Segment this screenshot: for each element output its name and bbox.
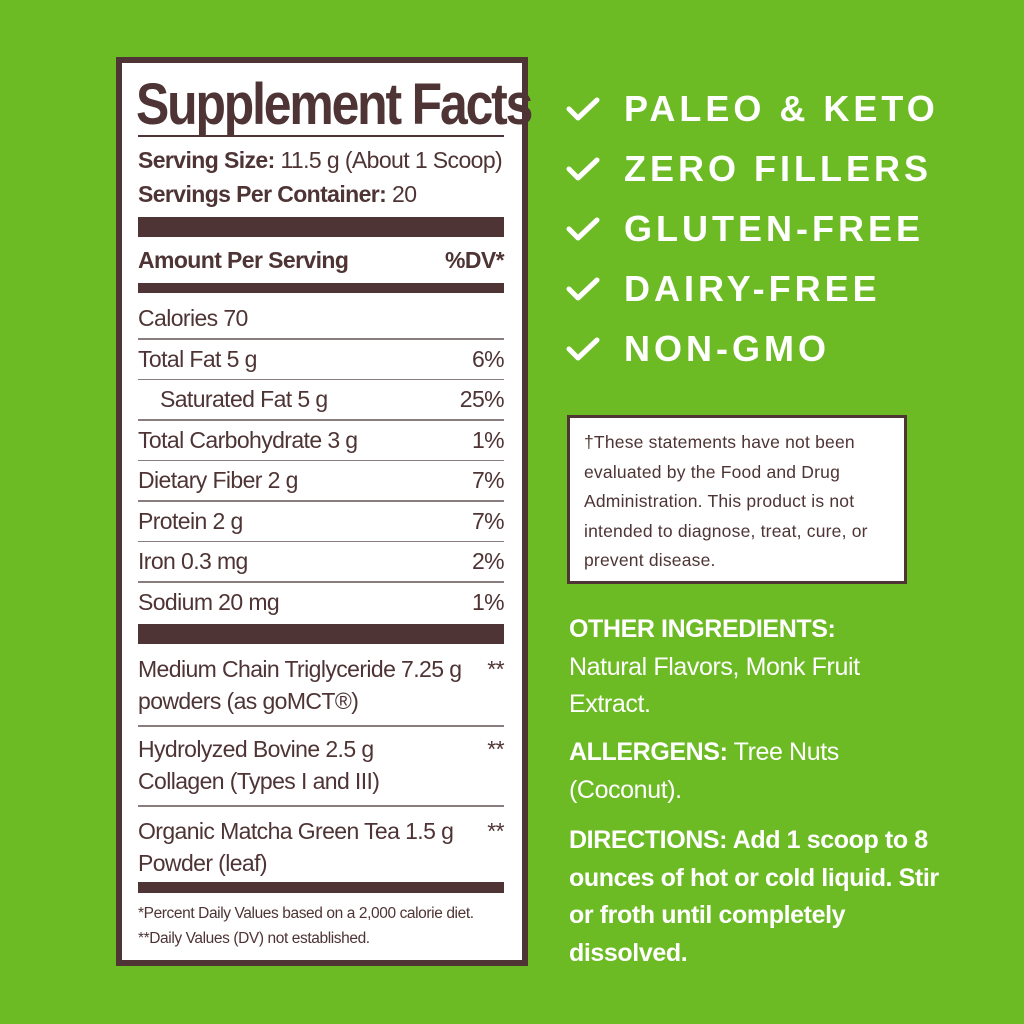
- row-divider: [138, 725, 504, 727]
- ingredient-line2: Powder (leaf): [138, 850, 268, 876]
- row-divider: [138, 338, 504, 340]
- directions: DIRECTIONS: Add 1 scoop to 8 ounces of h…: [569, 822, 939, 972]
- claim-text: DAIRY-FREE: [624, 268, 881, 309]
- claim-item: GLUTEN-FREE: [566, 208, 924, 250]
- divider: [138, 135, 504, 137]
- nutrient-row: Dietary Fiber 2 g 7%: [138, 467, 505, 494]
- row-divider: [138, 540, 504, 542]
- serving-size: Serving Size: 11.5 g (About 1 Scoop): [138, 147, 503, 174]
- nutrient-name: Saturated Fat 5 g: [160, 386, 328, 412]
- nutrient-name: Total Carbohydrate 3 g: [138, 426, 358, 453]
- amount-header-row: Amount Per Serving %DV*: [138, 247, 505, 274]
- claim-text: NON-GMO: [624, 328, 830, 369]
- servings-value: 20: [392, 181, 417, 207]
- nutrient-dv: 2%: [471, 548, 505, 574]
- ingredient-line2: Collagen (Types I and III): [138, 768, 380, 794]
- checkmark-icon: [566, 277, 600, 301]
- ingredient-row: Medium Chain Triglyceride 7.25 g powders …: [138, 653, 505, 717]
- footnote-not-established: **Daily Values (DV) not established.: [138, 930, 370, 947]
- nutrient-name: Calories 70: [138, 305, 248, 331]
- dv-header: %DV*: [445, 247, 505, 273]
- row-divider: [138, 419, 504, 421]
- claim-item: DAIRY-FREE: [566, 268, 881, 310]
- claim-item: PALEO & KETO: [566, 88, 939, 130]
- claim-text: PALEO & KETO: [624, 88, 939, 129]
- servings-per-container: Servings Per Container: 20: [138, 181, 417, 208]
- nutrient-row: Saturated Fat 5 g 25%: [138, 386, 505, 413]
- claim-text: GLUTEN-FREE: [624, 208, 924, 249]
- nutrient-name: Dietary Fiber 2 g: [138, 467, 298, 493]
- ingredient-dv: **: [487, 818, 504, 844]
- claim-item: ZERO FILLERS: [566, 148, 932, 190]
- ingredient-line1: Hydrolyzed Bovine 2.5 g: [138, 736, 374, 762]
- thick-divider: [138, 882, 504, 893]
- nutrient-dv: 1%: [471, 426, 505, 453]
- allergens-text: Tree Nuts (Coconut).: [569, 738, 839, 804]
- amount-header: Amount Per Serving: [138, 247, 349, 273]
- nutrient-dv: 7%: [471, 467, 505, 493]
- nutrient-dv: 1%: [471, 588, 505, 615]
- ingredient-row: Organic Matcha Green Tea 1.5 g Powder (le…: [138, 815, 505, 879]
- claim-text: ZERO FILLERS: [624, 148, 932, 189]
- row-divider: [138, 459, 504, 461]
- nutrient-dv: 7%: [471, 507, 505, 534]
- serving-size-label: Serving Size:: [138, 147, 275, 173]
- other-ingredients-text: Natural Flavors, Monk Fruit Extract.: [569, 652, 860, 719]
- thick-divider: [138, 217, 504, 237]
- ingredient-line1: Organic Matcha Green Tea 1.5 g: [138, 818, 454, 844]
- other-ingredients-label: OTHER INGREDIENTS:: [569, 615, 836, 643]
- supplement-facts-panel: Supplement Facts Serving Size: 11.5 g (A…: [116, 57, 533, 966]
- nutrient-name: Total Fat 5 g: [138, 345, 257, 372]
- serving-size-value: 11.5 g (About 1 Scoop): [280, 147, 503, 173]
- nutrient-name: Iron 0.3 mg: [138, 548, 248, 574]
- ingredient-line2: powders (as goMCT®): [138, 688, 359, 714]
- directions-text: Add 1 scoop to 8 ounces of hot or cold l…: [569, 826, 939, 967]
- allergens-label: ALLERGENS:: [569, 738, 728, 766]
- ingredient-dv: **: [487, 736, 504, 762]
- ingredient-dv: **: [487, 656, 504, 682]
- checkmark-icon: [566, 157, 600, 181]
- nutrient-row: Iron 0.3 mg 2%: [138, 548, 505, 575]
- nutrient-row: Protein 2 g 7%: [138, 507, 505, 535]
- footnote-dv: *Percent Daily Values based on a 2,000 c…: [138, 905, 474, 922]
- checkmark-icon: [566, 217, 600, 241]
- row-divider: [138, 581, 504, 583]
- row-divider: [138, 500, 504, 502]
- nutrient-row: Total Carbohydrate 3 g 1%: [138, 426, 505, 454]
- fda-disclaimer: †These statements have not been evaluate…: [567, 415, 907, 584]
- thick-divider: [138, 283, 504, 293]
- checkmark-icon: [566, 337, 600, 361]
- row-divider: [138, 378, 504, 380]
- nutrient-name: Sodium 20 mg: [138, 588, 280, 615]
- servings-label: Servings Per Container:: [138, 181, 387, 207]
- thick-divider: [138, 624, 504, 644]
- nutrient-row: Total Fat 5 g 6%: [138, 345, 505, 373]
- allergens: ALLERGENS: Tree Nuts (Coconut).: [569, 734, 929, 809]
- checkmark-icon: [566, 97, 600, 121]
- nutrient-dv: 25%: [459, 386, 505, 412]
- other-ingredients: OTHER INGREDIENTS: Natural Flavors, Monk …: [569, 611, 929, 724]
- nutrient-name: Protein 2 g: [138, 507, 243, 534]
- nutrient-dv: 6%: [471, 345, 505, 372]
- nutrient-row: Calories 70: [138, 305, 504, 332]
- claim-item: NON-GMO: [566, 328, 830, 370]
- ingredient-row: Hydrolyzed Bovine 2.5 g Collagen (Types I…: [138, 733, 505, 797]
- nutrient-row: Sodium 20 mg 1%: [138, 588, 505, 616]
- label-title: Supplement Facts: [136, 72, 533, 137]
- ingredient-line1: Medium Chain Triglyceride 7.25 g: [138, 656, 462, 682]
- row-divider: [138, 805, 504, 807]
- directions-label: DIRECTIONS:: [569, 826, 728, 854]
